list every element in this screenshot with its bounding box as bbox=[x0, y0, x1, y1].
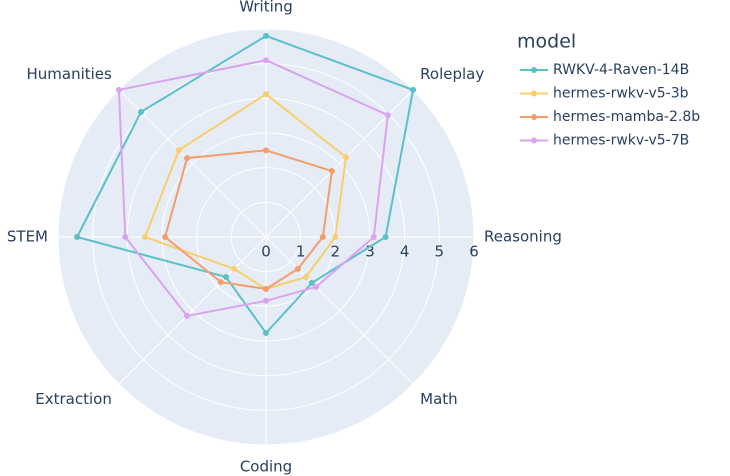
legend-label: hermes-mamba-2.8b bbox=[553, 109, 700, 125]
legend-marker bbox=[531, 137, 537, 144]
point bbox=[263, 91, 269, 98]
category-label: Roleplay bbox=[420, 65, 484, 83]
point bbox=[74, 234, 81, 240]
radial-tick-label: 3 bbox=[365, 243, 375, 261]
legend-marker bbox=[531, 114, 537, 120]
point bbox=[410, 86, 417, 93]
point bbox=[115, 86, 122, 93]
point bbox=[332, 234, 339, 240]
point bbox=[342, 154, 349, 161]
point bbox=[263, 147, 269, 154]
point bbox=[162, 234, 169, 240]
point bbox=[184, 155, 191, 162]
point bbox=[184, 312, 191, 319]
point bbox=[382, 234, 389, 240]
point bbox=[319, 234, 326, 240]
legend-label: hermes-rwkv-v5-3b bbox=[553, 86, 689, 102]
point bbox=[302, 273, 309, 280]
legend-marker bbox=[531, 67, 537, 73]
legend-title: model bbox=[517, 31, 576, 53]
point bbox=[328, 168, 335, 175]
point bbox=[313, 284, 320, 291]
category-label: Coding bbox=[240, 458, 292, 476]
spoke bbox=[118, 236, 267, 385]
point bbox=[263, 297, 269, 304]
category-label: STEM bbox=[7, 228, 48, 246]
point bbox=[263, 286, 269, 292]
legend-label: RWKV-4-Raven-14B bbox=[553, 62, 689, 78]
point bbox=[263, 32, 269, 39]
radial-tick-label: 5 bbox=[435, 243, 445, 261]
legend-marker bbox=[531, 90, 537, 97]
point bbox=[175, 146, 182, 153]
point bbox=[137, 108, 144, 115]
point bbox=[263, 330, 269, 337]
spoke bbox=[118, 89, 267, 238]
point bbox=[223, 273, 230, 280]
radial-tick-label: 2 bbox=[331, 243, 341, 261]
category-label: Writing bbox=[239, 0, 293, 16]
radial-tick-label: 1 bbox=[296, 243, 306, 261]
point bbox=[308, 279, 315, 286]
point bbox=[294, 265, 301, 272]
radial-tick-label: 6 bbox=[469, 243, 479, 261]
point bbox=[217, 279, 224, 286]
point bbox=[384, 112, 391, 119]
legend-label: hermes-rwkv-v5-7B bbox=[553, 133, 689, 149]
radial-tick-label: 4 bbox=[400, 243, 410, 261]
point bbox=[142, 234, 149, 240]
category-label: Reasoning bbox=[484, 228, 562, 246]
category-label: Extraction bbox=[35, 390, 112, 408]
category-label: Humanities bbox=[26, 65, 112, 83]
point bbox=[370, 234, 377, 240]
point bbox=[231, 265, 238, 272]
point bbox=[122, 234, 129, 240]
spoke bbox=[265, 236, 414, 385]
point bbox=[263, 57, 269, 64]
category-label: Math bbox=[420, 390, 458, 408]
radial-tick-label: 0 bbox=[261, 243, 271, 261]
